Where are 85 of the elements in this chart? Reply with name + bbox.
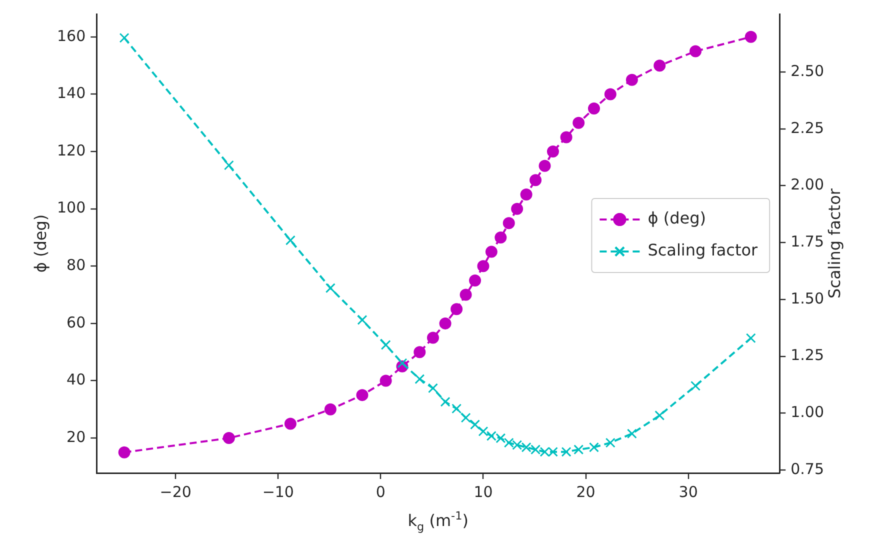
point — [588, 102, 600, 115]
y-tick-label: 100 — [56, 198, 86, 217]
point — [626, 74, 638, 86]
point — [119, 32, 130, 43]
point — [397, 358, 408, 368]
point — [521, 442, 532, 452]
x-tick-label: −10 — [262, 482, 294, 501]
y-tick-label: 140 — [56, 84, 86, 102]
point — [746, 333, 756, 344]
legend-label: Scaling factor — [648, 240, 758, 260]
point — [325, 283, 336, 294]
point — [546, 146, 559, 158]
point — [530, 444, 541, 455]
y2-tick-label: 0.75 — [790, 460, 824, 478]
y2-tick-label: 1.50 — [790, 289, 824, 308]
y-tick-label: 80 — [66, 256, 86, 274]
point — [485, 246, 498, 258]
point — [560, 131, 572, 144]
point — [414, 346, 426, 358]
y-tick-label: 160 — [56, 26, 86, 45]
point — [561, 446, 572, 457]
y2-tick-label: 1.25 — [790, 346, 824, 364]
x-tick-label: −20 — [160, 482, 192, 501]
point — [604, 88, 616, 100]
x-tick-label: 10 — [474, 482, 493, 501]
x-tick-label: 0 — [376, 482, 386, 501]
point — [356, 389, 368, 402]
point — [439, 317, 452, 330]
y2-tick-label: 2.25 — [790, 118, 824, 137]
point — [572, 116, 585, 129]
y-tick-label: 40 — [66, 370, 86, 389]
point — [470, 420, 480, 430]
point — [450, 303, 463, 316]
point — [654, 60, 666, 72]
point — [530, 174, 542, 186]
y2-tick-label: 2.50 — [790, 62, 824, 80]
point — [414, 374, 425, 384]
point — [504, 438, 514, 448]
point — [285, 235, 296, 246]
point — [502, 217, 515, 230]
point — [118, 446, 130, 458]
x-tick-label: 20 — [576, 482, 596, 501]
y-tick-label: 20 — [66, 428, 86, 446]
y-axis-title: ϕ (deg) — [31, 214, 50, 273]
point — [324, 403, 336, 416]
point — [460, 288, 472, 301]
point — [477, 260, 490, 272]
point — [548, 446, 558, 457]
point — [224, 160, 234, 170]
point — [512, 440, 522, 450]
point — [605, 438, 616, 448]
point — [626, 428, 637, 439]
point — [588, 442, 599, 452]
point — [428, 383, 438, 394]
point — [357, 314, 368, 325]
point — [744, 30, 757, 43]
point — [654, 410, 665, 420]
y2-axis-title: Scaling factor — [825, 188, 844, 298]
y2-tick-label: 1.75 — [790, 232, 824, 250]
point — [486, 430, 496, 441]
point — [478, 426, 488, 436]
point — [496, 433, 506, 444]
legend-label: ϕ (deg) — [648, 208, 706, 228]
point — [690, 45, 702, 58]
point — [520, 188, 532, 201]
point — [511, 202, 524, 215]
point — [222, 432, 235, 444]
point — [469, 274, 482, 286]
point — [380, 374, 392, 387]
point — [440, 396, 450, 407]
point — [494, 231, 507, 244]
y2-tick-label: 1.00 — [790, 403, 824, 422]
x-tick-label: 30 — [678, 482, 698, 501]
point — [538, 160, 551, 172]
point — [540, 446, 550, 457]
y2-tick-label: 2.00 — [790, 176, 824, 194]
point — [452, 404, 462, 414]
y-tick-label: 120 — [56, 141, 86, 160]
point — [284, 418, 296, 430]
point — [690, 380, 701, 391]
point — [574, 444, 584, 455]
point — [380, 340, 391, 350]
y-tick-label: 60 — [66, 313, 86, 332]
point — [426, 332, 439, 344]
point — [460, 412, 471, 423]
